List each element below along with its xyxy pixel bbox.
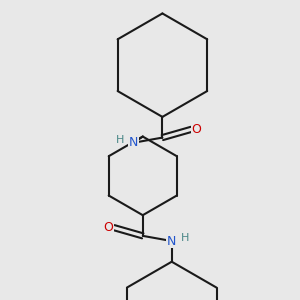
Text: H: H <box>116 135 124 145</box>
Text: H: H <box>181 233 189 243</box>
Text: N: N <box>129 136 138 149</box>
Text: N: N <box>167 235 176 248</box>
Text: O: O <box>104 221 114 234</box>
Text: O: O <box>192 123 202 136</box>
